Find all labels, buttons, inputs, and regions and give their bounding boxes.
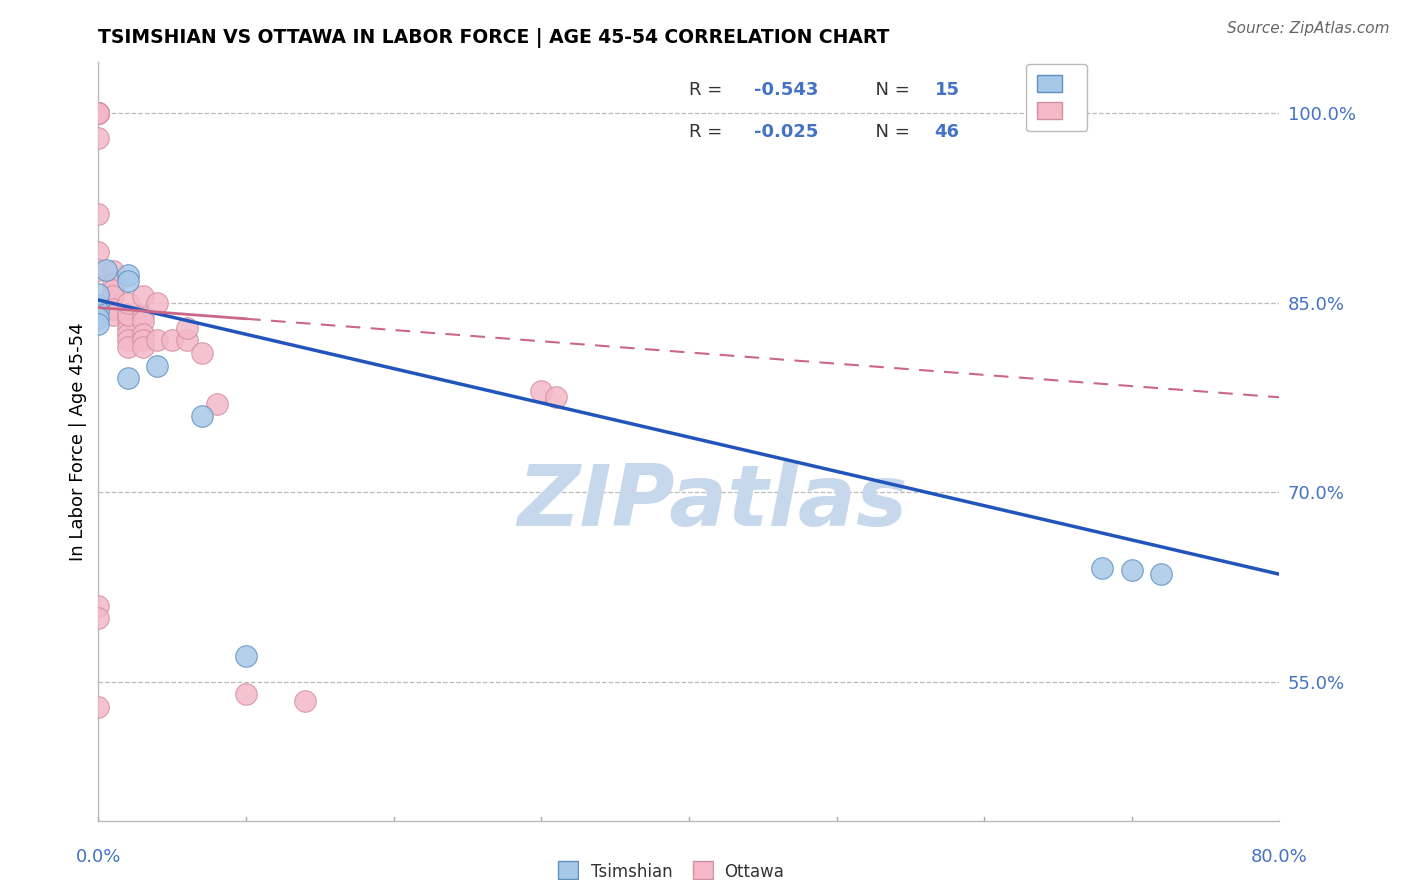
Point (530, 384, 553, 398)
Point (117, 371, 139, 385)
Point (176, 334, 198, 348)
Point (103, 301, 125, 316)
Point (87, 304, 110, 318)
Point (1150, 567, 1173, 582)
Point (546, 390, 568, 404)
Point (87, 599, 110, 613)
Text: Tsimshian: Tsimshian (591, 863, 672, 881)
Point (103, 308, 125, 322)
Point (162, 334, 183, 348)
Point (103, 277, 125, 291)
Point (132, 327, 155, 342)
Point (87, 106, 110, 120)
Point (103, 289, 125, 303)
Point (87, 310, 110, 325)
Point (117, 268, 139, 282)
Text: R =: R = (689, 123, 728, 141)
Point (146, 334, 169, 348)
Point (87, 106, 110, 120)
Point (117, 321, 139, 335)
Point (87, 106, 110, 120)
Point (87, 207, 110, 221)
Point (294, 693, 316, 707)
Point (87, 106, 110, 120)
Point (117, 327, 139, 342)
Point (132, 340, 155, 354)
Point (117, 340, 139, 354)
Point (87, 106, 110, 120)
Point (1091, 561, 1114, 575)
Point (132, 334, 155, 348)
Point (87, 611, 110, 625)
Point (117, 334, 139, 348)
Point (191, 409, 214, 424)
Y-axis label: In Labor Force | Age 45-54: In Labor Force | Age 45-54 (69, 322, 87, 561)
Point (235, 649, 257, 664)
Legend: , : , (1026, 64, 1087, 131)
Point (146, 359, 169, 373)
Text: N =: N = (863, 81, 915, 99)
Point (87, 131, 110, 145)
Point (117, 314, 139, 328)
Point (132, 314, 155, 328)
Point (87, 106, 110, 120)
Point (117, 295, 139, 310)
Text: N =: N = (863, 123, 915, 141)
Text: 80.0%: 80.0% (1251, 848, 1308, 866)
Point (87, 317, 110, 331)
Text: 15: 15 (935, 81, 960, 99)
Text: 0.0%: 0.0% (76, 848, 121, 866)
Point (103, 264, 125, 278)
Text: Source: ZipAtlas.com: Source: ZipAtlas.com (1226, 21, 1389, 36)
Point (94, 262, 117, 277)
Point (191, 346, 214, 360)
Point (87, 699, 110, 714)
Point (132, 289, 155, 303)
Point (87, 106, 110, 120)
Point (1121, 564, 1143, 578)
Point (87, 298, 110, 312)
Point (205, 396, 228, 410)
Point (103, 283, 125, 297)
Point (235, 687, 257, 701)
Point (176, 321, 198, 335)
Text: R =: R = (689, 81, 728, 99)
Point (117, 308, 139, 322)
Point (146, 295, 169, 310)
Point (117, 274, 139, 288)
Point (117, 308, 139, 322)
Text: 46: 46 (935, 123, 960, 141)
Text: TSIMSHIAN VS OTTAWA IN LABOR FORCE | AGE 45-54 CORRELATION CHART: TSIMSHIAN VS OTTAWA IN LABOR FORCE | AGE… (98, 28, 890, 48)
Point (132, 308, 155, 322)
Text: ZIPatlas: ZIPatlas (517, 460, 908, 544)
Text: -0.543: -0.543 (754, 81, 818, 99)
Point (87, 262, 110, 277)
Point (87, 106, 110, 120)
Point (87, 286, 110, 301)
Text: -0.025: -0.025 (754, 123, 818, 141)
Point (87, 244, 110, 259)
Text: Ottawa: Ottawa (724, 863, 785, 881)
